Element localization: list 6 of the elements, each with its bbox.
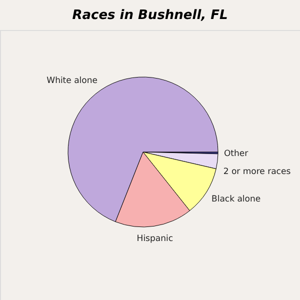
slice-label: White alone <box>46 76 98 86</box>
slice-label: Black alone <box>212 194 261 204</box>
slice-label: Hispanic <box>136 234 174 244</box>
chart-title: Races in Bushnell, FL <box>72 8 228 23</box>
slice-label: 2 or more races <box>223 166 292 177</box>
slice-label: Other <box>224 149 249 160</box>
